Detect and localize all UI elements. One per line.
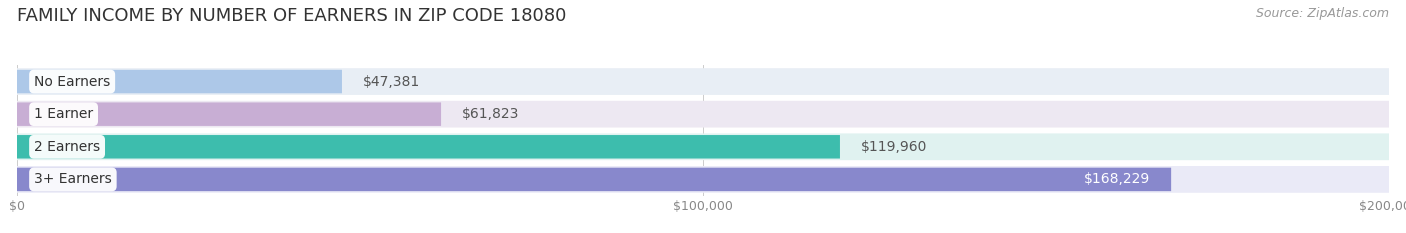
Text: 1 Earner: 1 Earner (34, 107, 93, 121)
Text: $61,823: $61,823 (461, 107, 519, 121)
FancyBboxPatch shape (17, 166, 1389, 193)
Text: Source: ZipAtlas.com: Source: ZipAtlas.com (1256, 7, 1389, 20)
Text: FAMILY INCOME BY NUMBER OF EARNERS IN ZIP CODE 18080: FAMILY INCOME BY NUMBER OF EARNERS IN ZI… (17, 7, 567, 25)
FancyBboxPatch shape (17, 68, 1389, 95)
FancyBboxPatch shape (17, 103, 441, 126)
Text: No Earners: No Earners (34, 75, 110, 89)
FancyBboxPatch shape (17, 134, 1389, 160)
FancyBboxPatch shape (17, 135, 839, 158)
Text: $168,229: $168,229 (1084, 172, 1150, 186)
Text: 3+ Earners: 3+ Earners (34, 172, 111, 186)
FancyBboxPatch shape (17, 168, 1171, 191)
FancyBboxPatch shape (17, 101, 1389, 127)
FancyBboxPatch shape (17, 70, 342, 93)
Text: $119,960: $119,960 (860, 140, 927, 154)
Text: 2 Earners: 2 Earners (34, 140, 100, 154)
Text: $47,381: $47,381 (363, 75, 420, 89)
